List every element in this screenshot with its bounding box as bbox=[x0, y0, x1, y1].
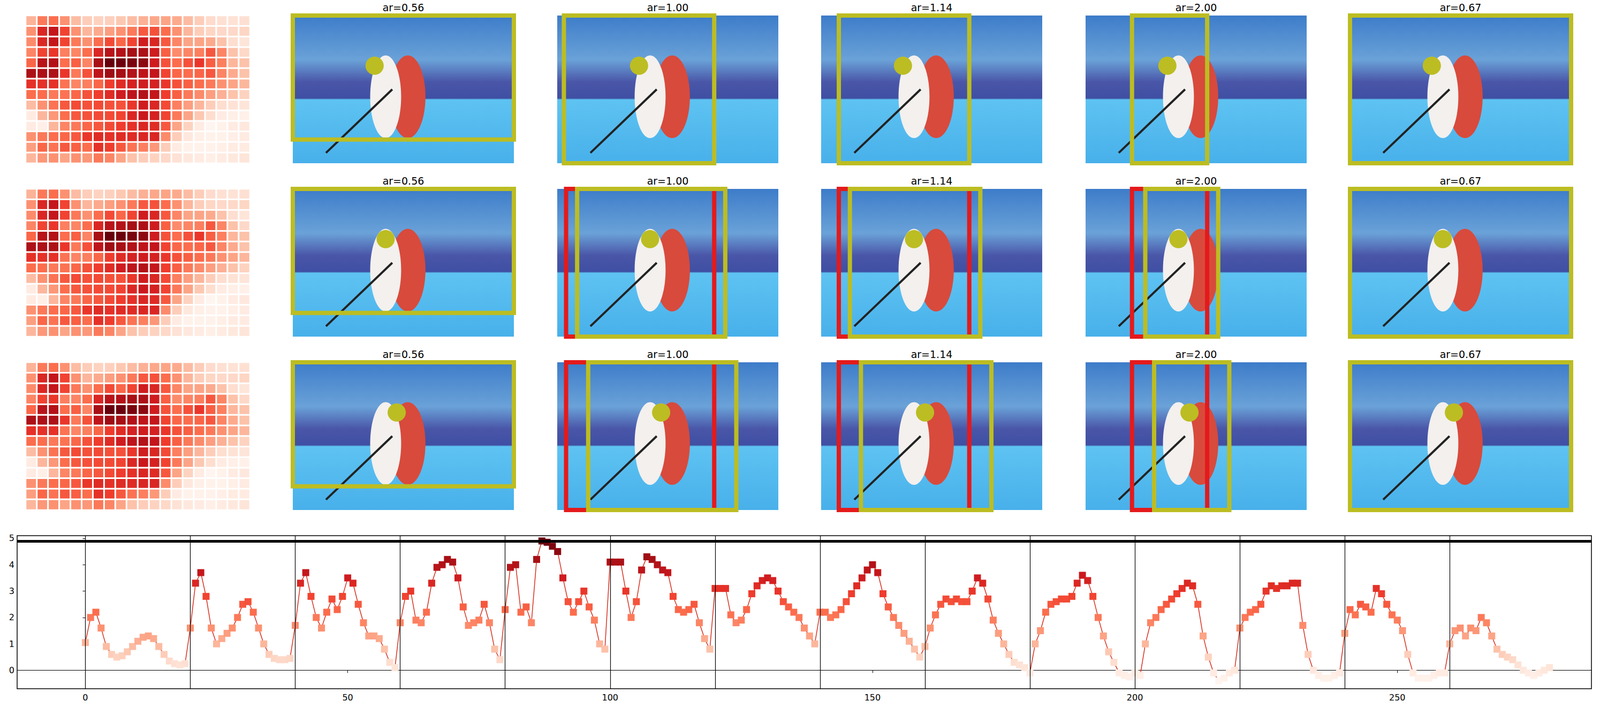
svg-text:150: 150 bbox=[864, 692, 882, 703]
svg-text:1: 1 bbox=[9, 639, 15, 650]
svg-text:0: 0 bbox=[82, 692, 88, 703]
svg-text:ar=0.56: ar=0.56 bbox=[382, 348, 425, 361]
svg-text:ar=1.14: ar=1.14 bbox=[911, 1, 953, 14]
svg-text:0: 0 bbox=[9, 665, 15, 676]
svg-text:ar=1.14: ar=1.14 bbox=[911, 348, 953, 361]
svg-text:ar=0.67: ar=0.67 bbox=[1439, 1, 1482, 14]
svg-text:2: 2 bbox=[9, 612, 15, 623]
svg-text:ar=1.00: ar=1.00 bbox=[647, 1, 689, 14]
svg-text:ar=0.67: ar=0.67 bbox=[1439, 348, 1482, 361]
svg-text:200: 200 bbox=[1126, 692, 1144, 703]
svg-text:ar=0.67: ar=0.67 bbox=[1439, 175, 1482, 187]
svg-text:4: 4 bbox=[9, 559, 15, 571]
svg-text:ar=2.00: ar=2.00 bbox=[1175, 175, 1218, 187]
svg-text:ar=2.00: ar=2.00 bbox=[1175, 1, 1218, 14]
svg-text:ar=0.56: ar=0.56 bbox=[382, 175, 425, 187]
svg-text:50: 50 bbox=[342, 692, 353, 703]
svg-text:3: 3 bbox=[9, 586, 15, 597]
svg-text:ar=1.00: ar=1.00 bbox=[647, 348, 689, 361]
svg-text:ar=2.00: ar=2.00 bbox=[1175, 348, 1218, 361]
svg-text:100: 100 bbox=[602, 692, 619, 703]
svg-text:ar=1.14: ar=1.14 bbox=[911, 175, 953, 187]
svg-text:ar=1.00: ar=1.00 bbox=[647, 175, 689, 187]
svg-text:5: 5 bbox=[9, 533, 15, 544]
svg-text:ar=0.56: ar=0.56 bbox=[382, 1, 425, 14]
svg-text:250: 250 bbox=[1389, 692, 1406, 703]
